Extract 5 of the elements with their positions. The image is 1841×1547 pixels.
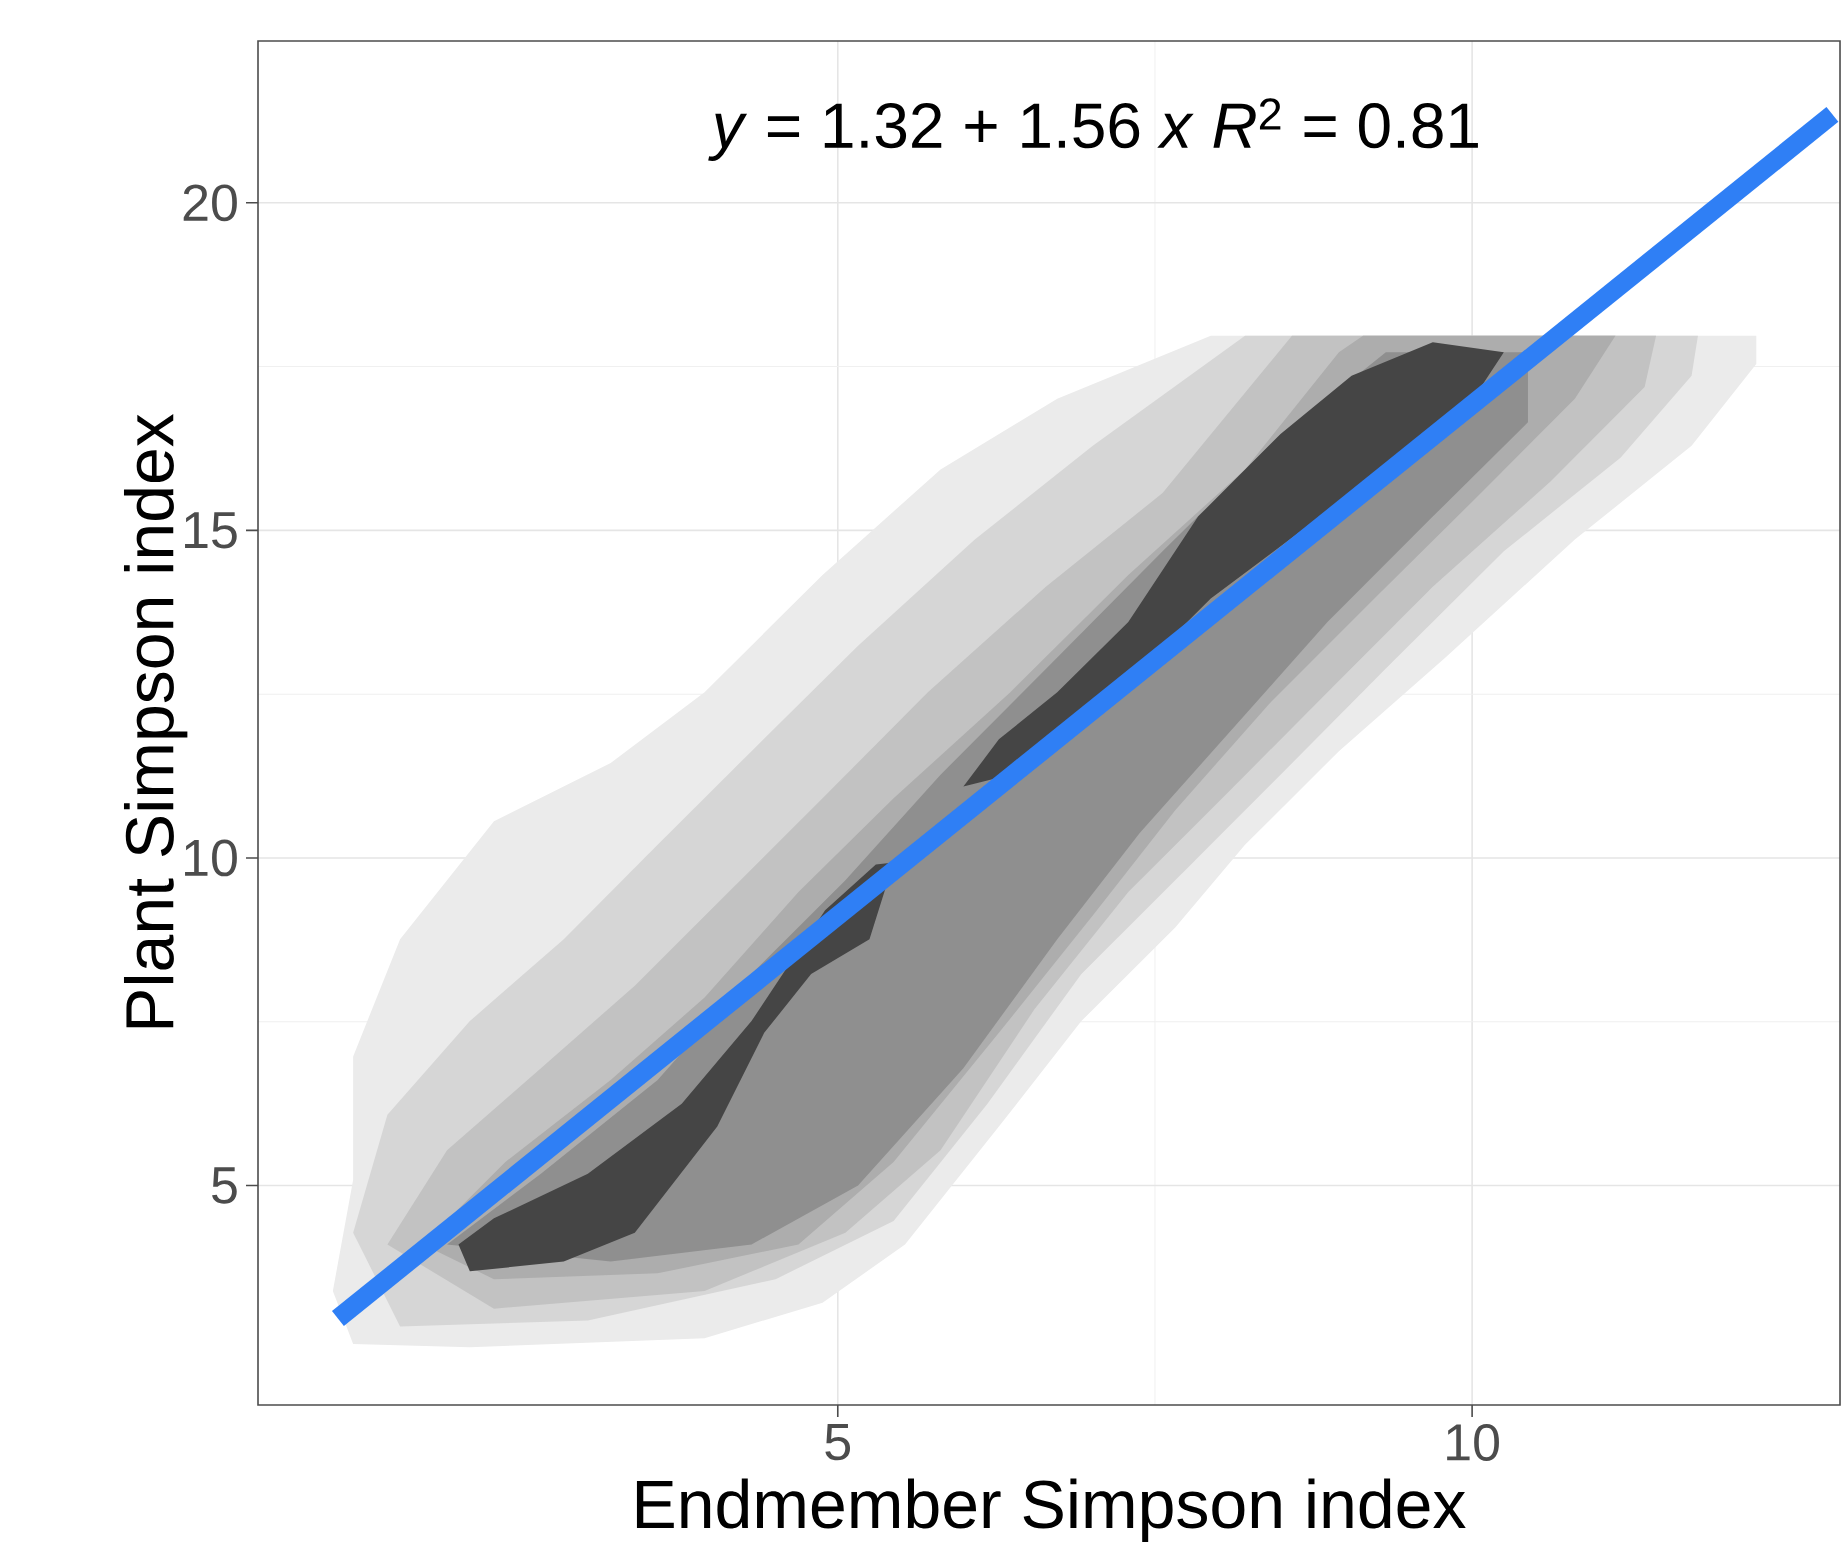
y-tick-label: 20 (183, 184, 237, 222)
y-tick-label: 5 (212, 1167, 237, 1204)
x-axis-title: Endmember Simpson index (636, 1478, 1466, 1542)
y-tick-label: 15 (185, 512, 237, 549)
annotation: y = 1.32 + 1.56 x R$^{2}$ = 0.81 (708, 98, 1478, 161)
